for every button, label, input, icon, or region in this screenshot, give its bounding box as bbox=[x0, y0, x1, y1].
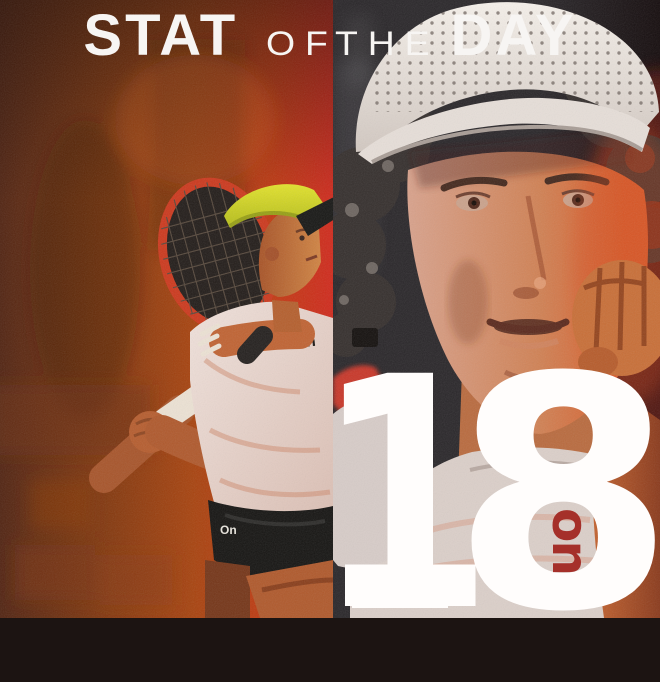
digit-one-foot bbox=[352, 586, 448, 608]
poster: { "title": { "stat": "STAT", "of": "OF",… bbox=[0, 0, 660, 656]
poster-scene: On On bbox=[0, 0, 660, 618]
on-brand-logo: on bbox=[541, 508, 599, 574]
headline-word-the: THE bbox=[335, 25, 440, 63]
headline: STAT OF THE DAY bbox=[0, 2, 660, 69]
headline-word-of: OF bbox=[266, 25, 338, 63]
headline-word-stat: STAT bbox=[83, 3, 239, 68]
headline-word-day: DAY bbox=[450, 3, 577, 68]
grain-overlay bbox=[0, 0, 660, 618]
